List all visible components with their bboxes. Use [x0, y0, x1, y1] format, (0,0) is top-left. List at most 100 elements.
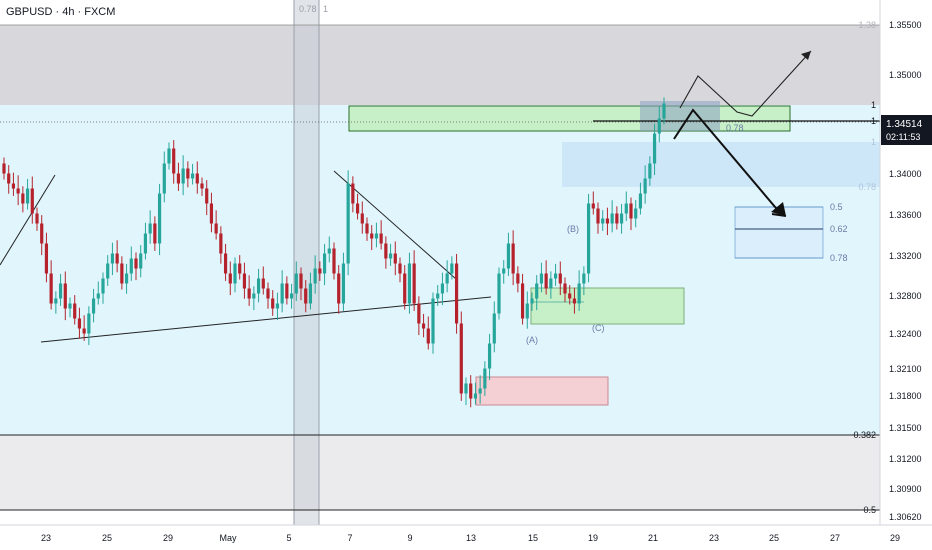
price-tag-countdown: 02:11:53 — [886, 132, 920, 142]
x-tick-label: 15 — [528, 533, 538, 543]
band-label-078: 0.78 — [299, 4, 317, 14]
candle-body — [431, 298, 435, 344]
candle-body — [87, 313, 91, 334]
y-tick-label: 1.33600 — [889, 210, 922, 220]
y-tick-label: 1.31800 — [889, 391, 922, 401]
candle-body — [638, 193, 643, 209]
x-tick-label: 13 — [466, 533, 476, 543]
candle-body — [304, 288, 308, 304]
x-tick-labels: 23 25 29 May 5 7 9 13 15 19 21 23 25 27 29 — [41, 533, 900, 543]
candle-body — [120, 263, 124, 284]
candle-body — [487, 343, 492, 369]
candle-body — [2, 163, 6, 174]
candle-body — [403, 273, 407, 304]
candle-body — [11, 183, 16, 189]
candle-body — [247, 288, 251, 299]
candle-body — [582, 273, 586, 284]
candle-body — [129, 258, 133, 274]
candle-body — [153, 223, 157, 244]
candle-body — [318, 268, 322, 274]
candle-body — [586, 203, 591, 274]
y-tick-label: 1.35000 — [889, 70, 922, 80]
candle-body — [568, 293, 572, 299]
y-tick-label: 1.30620 — [889, 512, 922, 522]
candle-body — [289, 293, 294, 299]
candle-body — [68, 303, 72, 309]
candle-body — [478, 388, 482, 394]
candle-body — [662, 103, 666, 119]
candle-body — [337, 273, 341, 304]
bullish-forecast-path — [679, 50, 812, 117]
x-tick-label: 19 — [588, 533, 598, 543]
candle-body — [124, 273, 129, 284]
candles-group — [2, 97, 666, 408]
candle-body — [558, 273, 562, 284]
candle-body — [44, 243, 49, 274]
candle-body — [341, 263, 346, 304]
candle-body — [294, 273, 298, 294]
candle-body — [322, 253, 327, 274]
candle-body — [63, 283, 67, 309]
candle-body — [16, 188, 20, 194]
candle-body — [544, 273, 548, 289]
candle-body — [563, 283, 567, 294]
candle-body — [577, 283, 581, 304]
price-axis[interactable] — [880, 0, 932, 525]
candle-body — [346, 183, 350, 264]
x-tick-label: 9 — [407, 533, 412, 543]
candle-body — [605, 218, 610, 224]
candle-body — [172, 148, 176, 174]
time-axis[interactable] — [0, 525, 880, 550]
candle-body — [157, 193, 162, 244]
candle-body — [596, 208, 600, 224]
candle-body — [82, 328, 86, 334]
green-demand-zone — [530, 287, 685, 325]
candle-body — [497, 273, 501, 314]
candle-body — [327, 248, 331, 254]
fib-label-1a: 1 — [871, 100, 876, 110]
pink-demand-zone — [475, 376, 609, 406]
chart-header: GBPUSD · 4h · FXCM — [6, 6, 115, 18]
x-tick-label: 5 — [286, 533, 291, 543]
candle-body — [454, 263, 459, 324]
x-tick-label: 21 — [648, 533, 658, 543]
candle-body — [167, 148, 171, 164]
x-tick-label: 23 — [709, 533, 719, 543]
candle-body — [492, 313, 496, 344]
candle-body — [591, 203, 595, 209]
candle-body — [440, 283, 445, 294]
left-trendline — [0, 174, 56, 266]
candle-body — [464, 383, 468, 394]
y-tick-label: 1.30900 — [889, 484, 922, 494]
candle-body — [233, 263, 237, 284]
candle-body — [407, 263, 412, 304]
candle-body — [398, 263, 402, 274]
x-tick-label: 23 — [41, 533, 51, 543]
candle-body — [143, 233, 148, 254]
candle-body — [25, 188, 30, 204]
candle-body — [91, 298, 96, 314]
candle-body — [516, 273, 520, 284]
candle-body — [256, 278, 261, 294]
fib-label-1c: 1 — [871, 137, 876, 147]
candle-body — [332, 248, 336, 274]
y-tick-label: 1.35500 — [889, 20, 922, 30]
candle-body — [483, 368, 487, 389]
candle-body — [242, 273, 247, 289]
candle-body — [370, 233, 374, 239]
candle-body — [176, 173, 181, 184]
bearish-forecast-path — [673, 108, 782, 215]
y-tick-label: 1.32800 — [889, 291, 922, 301]
candle-body — [506, 243, 511, 269]
candle-body — [285, 283, 289, 299]
candle-body — [21, 193, 25, 204]
candle-body — [615, 213, 619, 224]
candle-body — [417, 303, 421, 324]
fib-label-0382: 0.382 — [853, 430, 876, 440]
candle-body — [266, 288, 270, 299]
bottom-gray-zone — [0, 435, 880, 510]
candle-body — [40, 223, 44, 244]
candle-body — [388, 253, 393, 259]
candle-body — [629, 203, 633, 219]
